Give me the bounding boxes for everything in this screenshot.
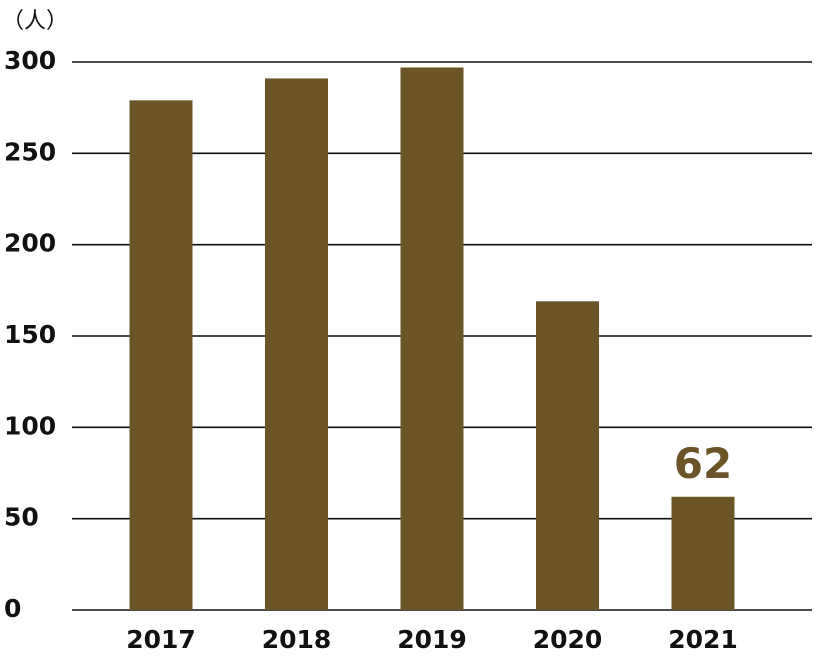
bar xyxy=(265,78,328,610)
y-tick-label: 300 xyxy=(4,46,56,75)
x-tick-label: 2017 xyxy=(126,625,196,654)
y-tick-label: 200 xyxy=(4,229,56,258)
data-label: 62 xyxy=(674,439,732,488)
y-tick-label: 250 xyxy=(4,137,56,166)
bar xyxy=(129,100,193,611)
x-tick-label: 2021 xyxy=(668,625,738,654)
y-tick-label: 150 xyxy=(4,320,56,349)
y-tick-label: 0 xyxy=(4,594,21,623)
bar xyxy=(671,496,735,610)
x-tick-label: 2019 xyxy=(397,625,467,654)
y-unit-label: （人） xyxy=(2,9,68,34)
bar xyxy=(536,301,599,610)
x-tick-label: 2018 xyxy=(262,625,332,654)
y-tick-label: 100 xyxy=(4,411,56,440)
x-tick-label: 2020 xyxy=(533,625,603,654)
bar xyxy=(400,67,464,611)
y-tick-label: 50 xyxy=(4,503,39,532)
